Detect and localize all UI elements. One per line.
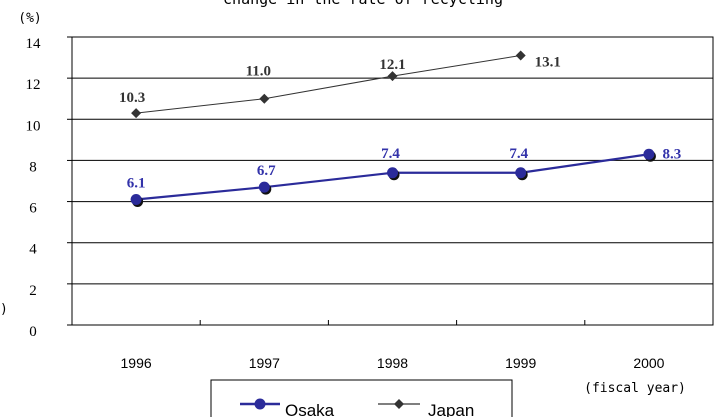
legend-osaka-marker (254, 398, 266, 410)
x-tick-label: 1998 (377, 355, 408, 371)
osaka-point-marker (643, 148, 655, 160)
x-tick-label: 1997 (249, 355, 280, 371)
y-axis-unit: (%) (18, 11, 41, 26)
japan-point-marker (259, 93, 270, 104)
y-tick-label: 12 (26, 77, 41, 93)
japan-point-marker (131, 108, 142, 119)
y-tick-label: 8 (29, 159, 37, 175)
x-axis-ticks: 1996 1997 1998 1999 2000 (121, 320, 665, 371)
japan-data-label: 11.0 (246, 64, 271, 80)
x-tick-label: 1999 (505, 355, 536, 371)
y-tick-label: 10 (26, 118, 41, 134)
japan-point-marker (387, 71, 398, 82)
x-tick-label: 1996 (121, 355, 152, 371)
x-axis-label: (fiscal year) (584, 381, 686, 396)
legend-osaka-label: Osaka (285, 401, 335, 417)
osaka-data-label: 8.3 (663, 146, 682, 162)
japan-data-label: 12.1 (379, 57, 405, 73)
series-layer: 10.3 11.0 12.1 13.1 6.1 6.7 7.4 7.4 8.3 (119, 50, 682, 208)
japan-data-label: 10.3 (119, 90, 145, 106)
left-edge-parenthesis: ) (0, 302, 8, 317)
y-axis-ticks: 0 2 4 6 8 10 12 14 (26, 36, 72, 340)
y-tick-label: 6 (29, 201, 37, 217)
y-tick-label: 0 (29, 324, 37, 340)
osaka-data-label: 6.7 (257, 163, 276, 179)
gridlines (72, 77, 713, 285)
x-tick-label: 2000 (633, 355, 664, 371)
osaka-point-marker (387, 167, 398, 179)
osaka-data-label: 6.1 (127, 176, 146, 192)
y-tick-label: 4 (29, 242, 37, 258)
plot-frame (71, 36, 714, 326)
y-tick-label: 14 (26, 36, 42, 52)
japan-series-line (136, 55, 521, 114)
osaka-point-marker (130, 194, 142, 206)
chart-title: change in the rate of recycling (223, 0, 503, 8)
legend-japan-label: Japan (428, 401, 474, 417)
japan-data-label: 13.1 (535, 55, 561, 71)
legend-japan-marker (394, 399, 404, 409)
legend-box (210, 379, 513, 417)
y-tick-label: 2 (29, 283, 37, 299)
legend: Osaka Japan (210, 379, 513, 417)
osaka-point-marker (515, 167, 527, 179)
japan-point-marker (515, 50, 526, 61)
osaka-data-label: 7.4 (509, 146, 528, 162)
osaka-point-marker (258, 181, 270, 193)
osaka-data-label: 7.4 (381, 146, 400, 162)
